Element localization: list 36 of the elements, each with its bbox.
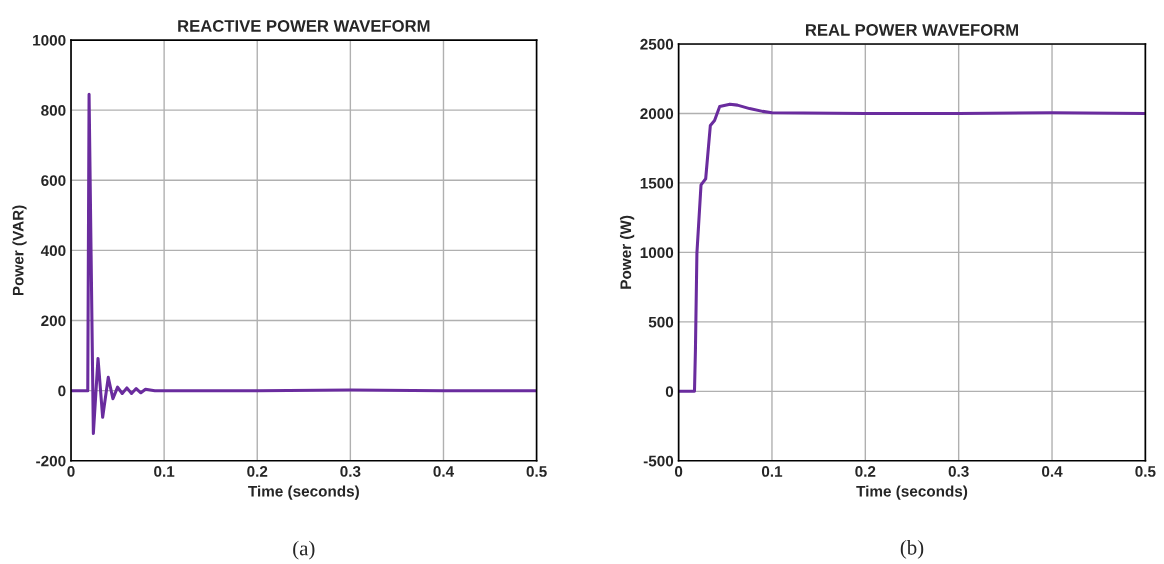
text: (a) (293, 540, 315, 560)
x-tick-label: 0.3 (948, 466, 969, 477)
y-axis-title: Power (VAR) (12, 205, 27, 296)
x-tick-label: 0.2 (247, 466, 268, 477)
y-tick-label: -200 (36, 455, 66, 467)
x-tick-label: 0.3 (340, 466, 361, 477)
y-tick-label: 0 (665, 386, 674, 398)
y-tick-label: -500 (643, 455, 674, 467)
chart-title: REACTIVE POWER WAVEFORM (178, 20, 430, 32)
x-tick-label: 0.4 (433, 466, 455, 477)
x-tick-label: 0.2 (855, 466, 876, 477)
y-tick-label: 200 (41, 315, 66, 327)
y-tick-label: 400 (40, 245, 66, 257)
line-series (678, 102, 1146, 393)
x-tick-label: 0.4 (1042, 466, 1063, 477)
y-tick-label: 2500 (640, 38, 674, 50)
y-tick-label: 2000 (640, 108, 674, 120)
x-tick-label: 0 (67, 466, 75, 477)
y-axis-title: Power (W) (619, 215, 635, 289)
y-tick-label: 1000 (640, 247, 674, 259)
y-tick-label: 1500 (640, 177, 674, 189)
x-tick-label: 0 (674, 466, 683, 477)
x-axis-title: Time (seconds) (248, 485, 359, 500)
x-tick-label: 0.1 (154, 466, 175, 477)
y-tick-label: 500 (648, 316, 674, 328)
line-series (71, 92, 537, 435)
y-tick-label: 800 (41, 105, 66, 116)
chart-title: REAL POWER WAVEFORM (806, 24, 1018, 36)
y-tick-label: 1000 (33, 34, 66, 46)
y-tick-label: 600 (41, 175, 66, 186)
x-tick-label: 0.5 (1135, 466, 1156, 477)
y-tick-label: 0 (58, 385, 66, 397)
text: (b) (900, 539, 924, 559)
x-tick-label: 0.1 (761, 466, 783, 477)
x-axis-title: Time (seconds) (856, 485, 968, 500)
x-tick-label: 0.5 (526, 466, 547, 477)
